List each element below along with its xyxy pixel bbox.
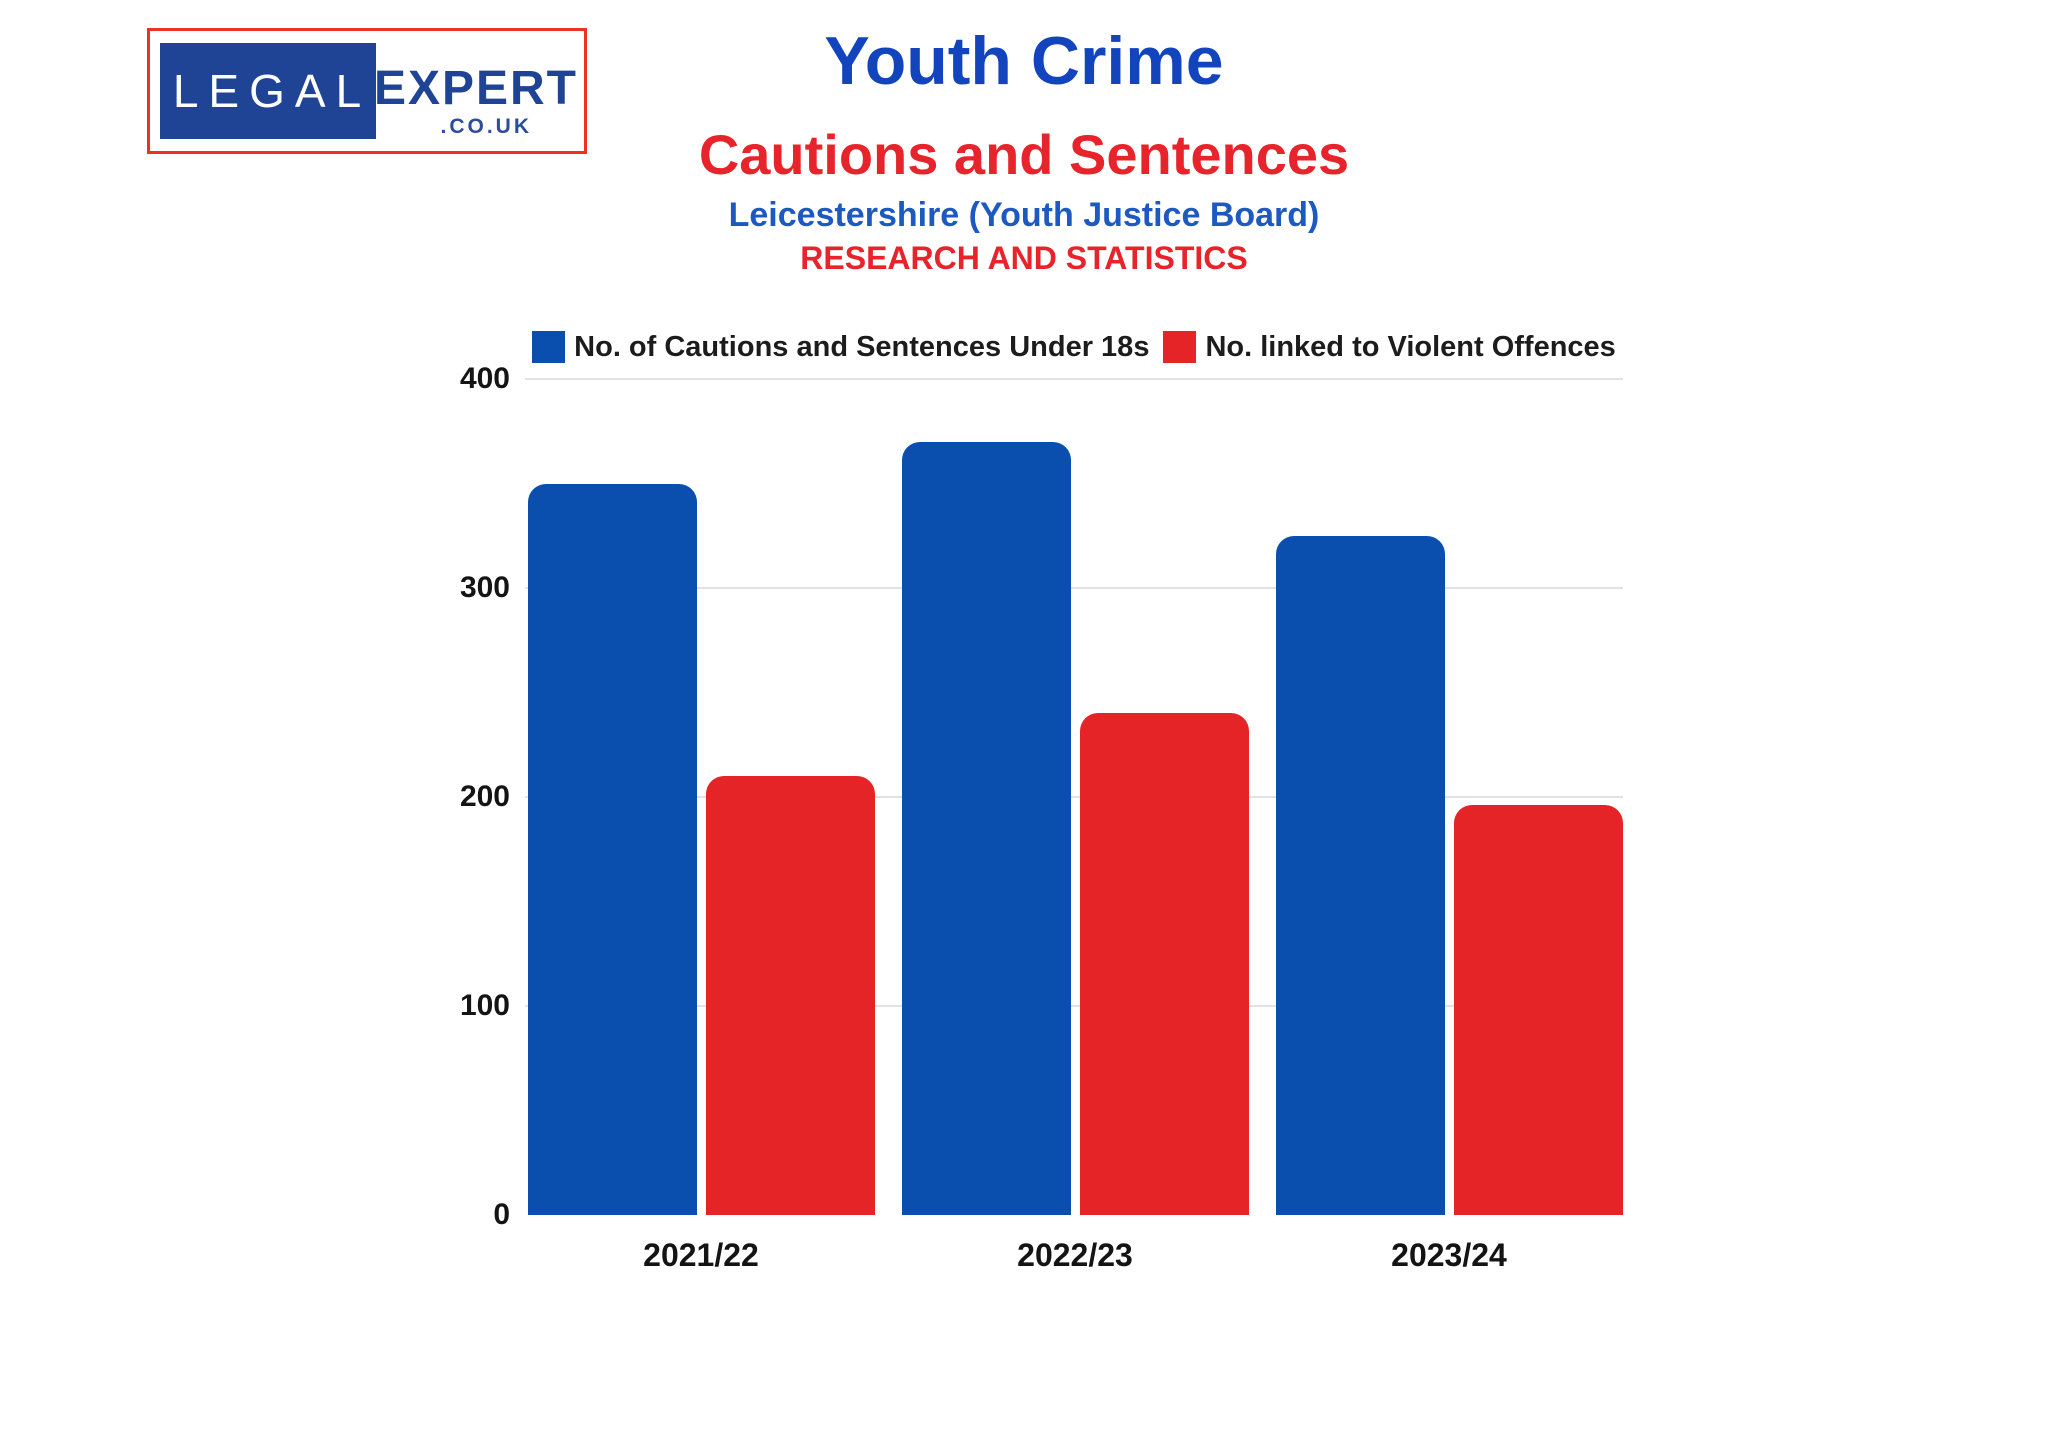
x-axis-category-label: 2021/22 xyxy=(643,1237,759,1273)
page-title: Youth Crime xyxy=(824,23,1224,99)
page-subtitle: Cautions and Sentences xyxy=(698,123,1350,186)
legal-expert-logo: LEGAL EXPERT .CO.UK xyxy=(147,28,587,154)
y-gridline xyxy=(525,796,1623,798)
y-axis-tick-label: 0 xyxy=(493,1198,510,1231)
chart-legend: No. of Cautions and Sentences Under 18s N… xyxy=(525,326,1623,368)
x-axis-category-label: 2023/24 xyxy=(1391,1237,1507,1273)
y-axis-tick-label: 200 xyxy=(459,780,510,813)
bar-violent-offences xyxy=(705,776,875,1215)
y-gridline xyxy=(525,587,1623,589)
y-axis-tick-label: 300 xyxy=(459,571,510,604)
legend-label: No. of Cautions and Sentences Under 18s xyxy=(574,330,1150,363)
region-label: Leicestershire (Youth Justice Board) xyxy=(728,196,1320,234)
tagline-label: RESEARCH AND STATISTICS xyxy=(800,240,1248,276)
logo-expert-text: EXPERT xyxy=(373,62,578,115)
legend-item-under18s: No. of Cautions and Sentences Under 18s xyxy=(532,331,1149,364)
bar-under18s xyxy=(901,441,1071,1215)
legend-item-violent-offences: No. linked to Violent Offences xyxy=(1163,330,1616,364)
y-axis-tick-label: 400 xyxy=(459,362,510,395)
red-swatch-icon xyxy=(1163,331,1197,363)
logo-tld-text: .CO.UK xyxy=(440,115,532,138)
blue-swatch-icon xyxy=(532,331,566,363)
bar-violent-offences xyxy=(1453,805,1623,1215)
y-gridline xyxy=(525,378,1623,380)
logo-legal-text: LEGAL xyxy=(172,65,372,117)
legend-label: No. linked to Violent Offences xyxy=(1205,330,1616,363)
bar-under18s xyxy=(1275,535,1445,1215)
logo-blue-box: LEGAL xyxy=(160,43,376,139)
bar-under18s xyxy=(527,483,697,1215)
bar-violent-offences xyxy=(1079,713,1249,1215)
x-axis-category-label: 2022/23 xyxy=(1017,1237,1133,1273)
y-gridline xyxy=(525,1005,1623,1007)
y-axis-tick-label: 100 xyxy=(459,989,510,1022)
